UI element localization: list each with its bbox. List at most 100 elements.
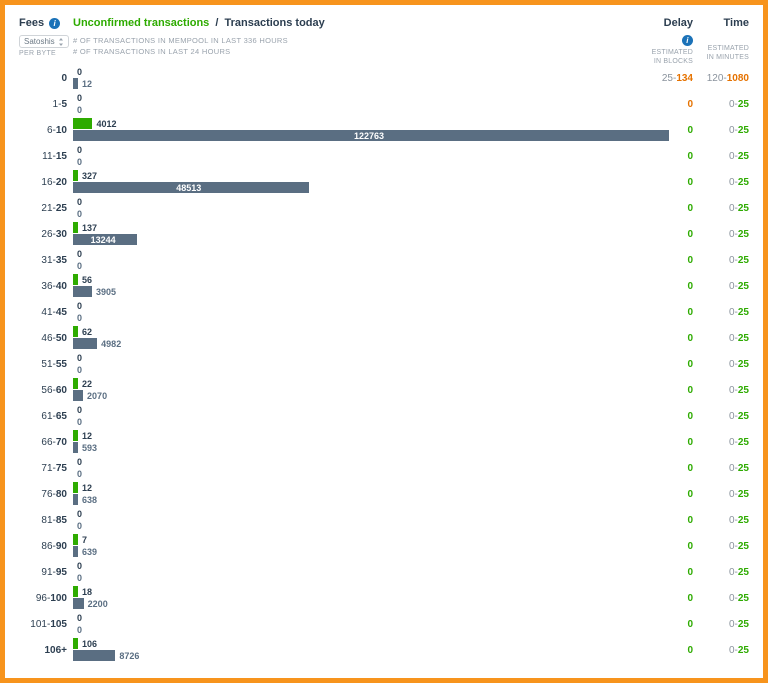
table-row: 66-7012 593 00-25 xyxy=(19,429,749,455)
mempool-bar: 22 xyxy=(73,378,78,389)
time-cell: 0-25 xyxy=(693,515,749,526)
bars-cell: 00 xyxy=(73,611,641,637)
bar-value: 137 xyxy=(82,223,97,233)
day-bar: 122763 xyxy=(73,130,669,141)
table-row: 86-90763900-25 xyxy=(19,533,749,559)
bar-value: 0 xyxy=(77,313,82,323)
time-cell: 0-25 xyxy=(693,645,749,656)
table-row: 36-4056390500-25 xyxy=(19,273,749,299)
day-bar: 48513 xyxy=(73,182,309,193)
fee-range-label: 6-10 xyxy=(19,125,73,136)
day-bar: 3905 xyxy=(73,286,92,297)
bars-cell: 00 xyxy=(73,143,641,169)
header-row: Fees i Unconfirmed transactions / Transa… xyxy=(19,15,749,31)
table-row: 16-203274851300-25 xyxy=(19,169,749,195)
time-cell: 0-25 xyxy=(693,541,749,552)
fee-range-label: 0 xyxy=(19,73,73,84)
fees-label: Fees xyxy=(19,17,44,29)
delay-cell: 0 xyxy=(641,567,693,578)
bar-value: 0 xyxy=(77,365,82,375)
table-row: 31-350000-25 xyxy=(19,247,749,273)
fee-range-label: 81-85 xyxy=(19,515,73,526)
est-min-line2: IN MINUTES xyxy=(707,54,749,61)
time-cell: 0-25 xyxy=(693,177,749,188)
legend-line-2: # OF TRANSACTIONS IN LAST 24 HOURS xyxy=(73,46,641,57)
mempool-bar: 18 xyxy=(73,586,78,597)
header-fees: Fees i xyxy=(19,17,73,29)
time-cell: 0-25 xyxy=(693,619,749,630)
unit-selector[interactable]: Satoshis xyxy=(19,35,69,48)
bars-cell: 563905 xyxy=(73,273,641,299)
bar-value: 4982 xyxy=(101,339,121,349)
delay-cell: 0 xyxy=(641,489,693,500)
bar-value: 3905 xyxy=(96,287,116,297)
bar-value: 7 xyxy=(82,535,87,545)
day-bar: 4982 xyxy=(73,338,97,349)
fee-range-label: 26-30 xyxy=(19,229,73,240)
delay-cell: 0 xyxy=(641,463,693,474)
time-cell: 0-25 xyxy=(693,463,749,474)
bar-value: 0 xyxy=(77,209,82,219)
fee-range-label: 61-65 xyxy=(19,411,73,422)
est-blocks-line2: IN BLOCKS xyxy=(654,58,693,65)
bar-value: 593 xyxy=(82,443,97,453)
bar-value: 0 xyxy=(77,561,82,571)
bar-value: 0 xyxy=(77,353,82,363)
info-icon[interactable]: i xyxy=(49,18,60,29)
info-icon[interactable]: i xyxy=(682,35,693,46)
delay-cell: 0 xyxy=(641,281,693,292)
bar-value: 56 xyxy=(82,275,92,285)
delay-cell: 0 xyxy=(641,437,693,448)
est-min-line1: ESTIMATED xyxy=(708,45,749,52)
legend-line-1: # OF TRANSACTIONS IN MEMPOOL IN LAST 336… xyxy=(73,35,641,46)
fee-chart-frame: Fees i Unconfirmed transactions / Transa… xyxy=(0,0,768,683)
table-row: 21-250000-25 xyxy=(19,195,749,221)
delay-cell: 0 xyxy=(641,619,693,630)
bar-value: 12 xyxy=(82,79,92,89)
delay-cell: 0 xyxy=(641,593,693,604)
bars-cell: 012 xyxy=(73,65,641,91)
bars-cell: 00 xyxy=(73,91,641,117)
bar-value: 0 xyxy=(77,105,82,115)
delay-cell: 0 xyxy=(641,229,693,240)
bars-cell: 1068726 xyxy=(73,637,641,663)
bars-cell: 00 xyxy=(73,299,641,325)
mempool-bar: 12 xyxy=(73,430,78,441)
mempool-bar: 62 xyxy=(73,326,78,337)
time-cell: 0-25 xyxy=(693,437,749,448)
bar-value: 22 xyxy=(82,379,92,389)
fee-range-label: 1-5 xyxy=(19,99,73,110)
fee-range-label: 76-80 xyxy=(19,489,73,500)
bars-cell: 4012122763 xyxy=(73,117,641,143)
time-cell: 0-25 xyxy=(693,125,749,136)
bar-value: 0 xyxy=(77,93,82,103)
bar-value: 0 xyxy=(77,625,82,635)
fee-range-label: 66-70 xyxy=(19,437,73,448)
delay-cell: 0 xyxy=(641,99,693,110)
delay-cell: 0 xyxy=(641,307,693,318)
time-cell: 0-25 xyxy=(693,229,749,240)
mempool-bar: 137 xyxy=(73,222,78,233)
sub-header-row: Satoshis PER BYTE # OF TRANSACTIONS IN M… xyxy=(19,35,749,61)
table-row: 46-5062498200-25 xyxy=(19,325,749,351)
header-middle: Unconfirmed transactions / Transactions … xyxy=(73,17,641,29)
unit-selector-label: Satoshis xyxy=(24,37,55,46)
mempool-bar: 327 xyxy=(73,170,78,181)
mempool-bar: 7 xyxy=(73,534,78,545)
table-row: 101-1050000-25 xyxy=(19,611,749,637)
delay-cell: 0 xyxy=(641,385,693,396)
bar-value: 0 xyxy=(77,573,82,583)
delay-cell: 0 xyxy=(641,151,693,162)
time-cell: 0-25 xyxy=(693,567,749,578)
time-cell: 0-25 xyxy=(693,359,749,370)
fee-range-label: 71-75 xyxy=(19,463,73,474)
table-row: 41-450000-25 xyxy=(19,299,749,325)
bar-value: 0 xyxy=(77,249,82,259)
bars-cell: 00 xyxy=(73,195,641,221)
sort-icon xyxy=(58,38,64,46)
fee-range-label: 56-60 xyxy=(19,385,73,396)
bar-value: 0 xyxy=(77,469,82,479)
bar-value: 0 xyxy=(77,157,82,167)
bar-value: 0 xyxy=(77,509,82,519)
table-row: 51-550000-25 xyxy=(19,351,749,377)
